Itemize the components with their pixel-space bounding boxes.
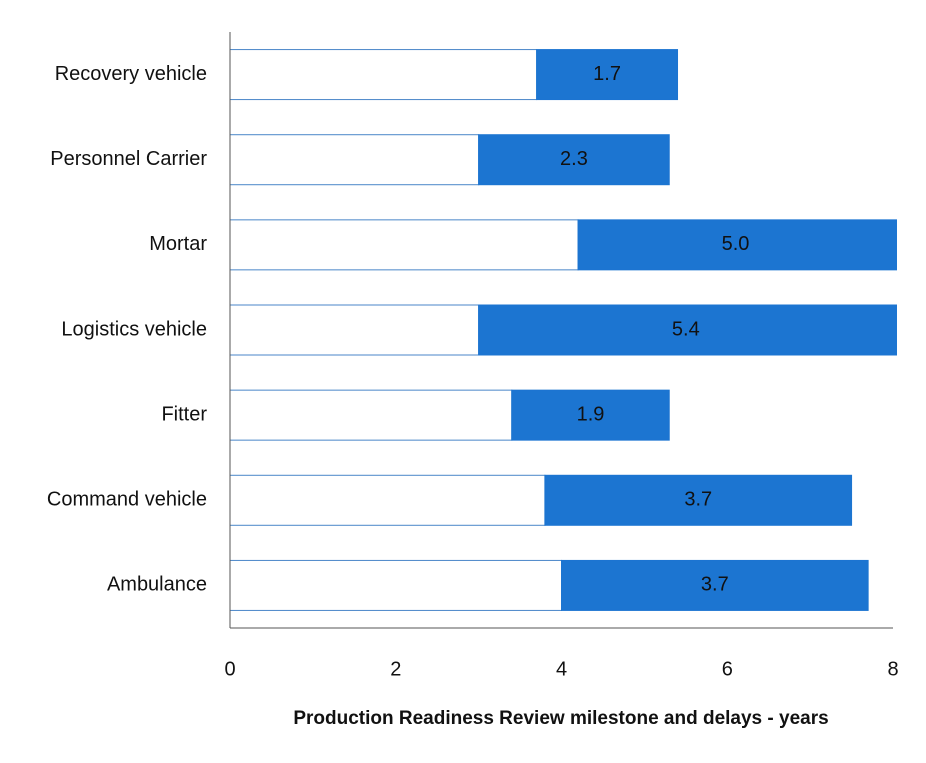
x-tick-label: 6 xyxy=(722,658,733,680)
plot-area xyxy=(230,49,897,611)
bar-segment xyxy=(478,304,897,356)
bar-segment xyxy=(230,559,562,611)
bar-segment xyxy=(230,474,546,526)
data-label: 2.3 xyxy=(560,148,588,170)
y-tick-label: Fitter xyxy=(161,403,207,425)
data-label: 5.0 xyxy=(722,233,750,255)
y-tick-label: Personnel Carrier xyxy=(50,148,207,170)
data-label: 1.9 xyxy=(577,403,605,425)
bar-segment xyxy=(230,304,480,356)
data-label: 1.7 xyxy=(593,63,621,85)
bar-segment xyxy=(478,134,670,186)
data-label: 5.4 xyxy=(672,318,700,340)
bar-segment xyxy=(544,474,853,526)
y-tick-label: Ambulance xyxy=(107,574,207,596)
data-label: 3.7 xyxy=(701,574,729,596)
bar-segment xyxy=(511,389,670,441)
bar-segment xyxy=(230,49,538,101)
x-tick-label: 2 xyxy=(390,658,401,680)
bar-segment xyxy=(230,219,579,271)
bar-segment xyxy=(561,559,869,611)
y-tick-label: Command vehicle xyxy=(47,489,207,511)
y-tick-label: Recovery vehicle xyxy=(55,63,207,85)
x-tick-label: 0 xyxy=(224,658,235,680)
y-tick-label: Logistics vehicle xyxy=(61,318,207,340)
x-tick-label: 4 xyxy=(556,658,567,680)
bar-segment xyxy=(536,49,679,101)
bar-segment xyxy=(230,389,513,441)
data-label: 3.7 xyxy=(684,489,712,511)
y-tick-label: Mortar xyxy=(149,233,207,255)
bar-segment xyxy=(577,219,897,271)
x-axis-title: Production Readiness Review milestone an… xyxy=(293,708,828,729)
bar-segment xyxy=(230,134,480,186)
x-tick-label: 8 xyxy=(887,658,898,680)
